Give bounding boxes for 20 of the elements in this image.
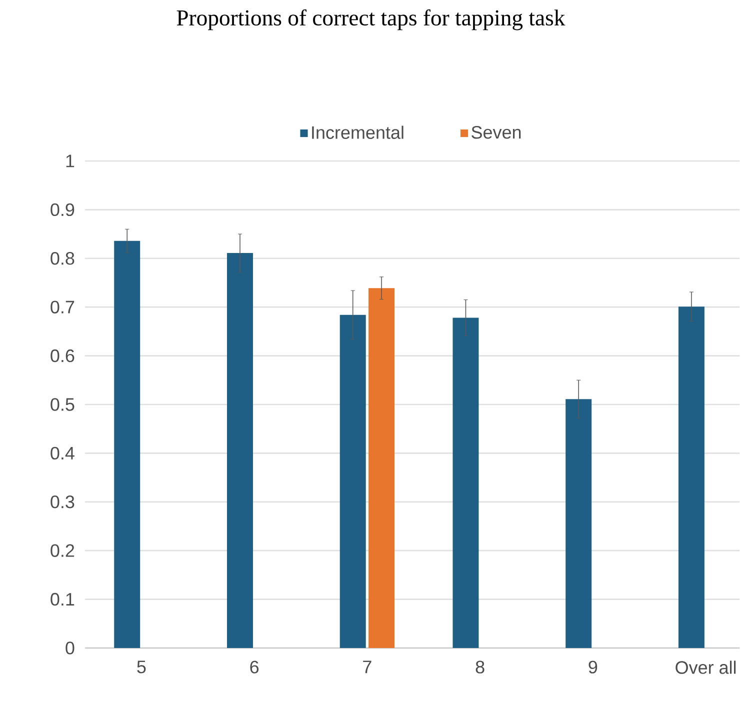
y-tick-label: 0 [66,642,74,654]
x-tick-label: 6 [250,660,259,674]
legend-label: Incremental [312,126,404,139]
x-tick-label: 5 [137,660,146,674]
y-tick-label: 0.9 [50,203,74,216]
x-tick-label: 9 [588,660,598,674]
y-tick-label: 0.2 [50,544,74,557]
y-tick-label: 0.6 [50,349,74,362]
x-tick-label: Over all [676,660,736,674]
x-tick-label: 8 [476,660,484,674]
y-tick-label: 0.5 [50,398,74,411]
y-tick-label: 0.7 [50,300,74,314]
y-tick-label: 0.4 [50,446,74,460]
legend-label: Seven [472,126,521,139]
y-tick-label: 0.1 [50,592,74,606]
y-tick-label: 1 [66,154,74,168]
x-tick-label: 7 [363,660,372,674]
y-tick-label: 0.3 [50,496,74,508]
y-tick-label: 0.8 [50,252,74,265]
chart-title: Proportions of correct taps for tapping task [176,9,566,30]
